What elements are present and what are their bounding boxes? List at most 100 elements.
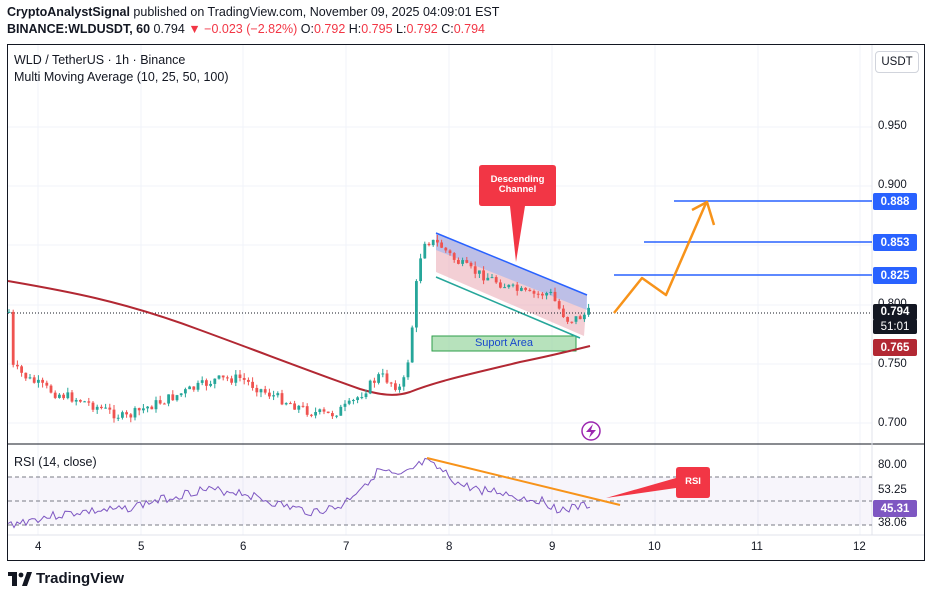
candle-63 bbox=[272, 390, 275, 401]
candle-105 bbox=[448, 249, 452, 256]
candle-117 bbox=[499, 279, 502, 289]
tradingview-logo[interactable]: TradingView bbox=[8, 570, 124, 587]
author-name[interactable]: CryptoAnalystSignal bbox=[7, 5, 130, 19]
candle-68 bbox=[293, 400, 296, 410]
time-tick: 4 bbox=[35, 541, 42, 553]
time-tick: 8 bbox=[446, 541, 453, 553]
chart-title[interactable]: WLD / TetherUS · 1h · Binance bbox=[14, 53, 186, 67]
candle-107 bbox=[457, 257, 460, 265]
candle-108 bbox=[461, 257, 464, 267]
candle-17 bbox=[79, 399, 82, 403]
chart-frame bbox=[7, 44, 925, 561]
candle-103 bbox=[440, 239, 443, 249]
descending-channel-text: Descending Channel bbox=[490, 174, 545, 195]
candle-16 bbox=[74, 397, 78, 406]
candle-42 bbox=[184, 387, 187, 398]
high-value: 0.795 bbox=[361, 22, 393, 36]
candle-10 bbox=[49, 384, 53, 394]
candle-91 bbox=[389, 381, 393, 387]
candle-31 bbox=[137, 407, 141, 416]
price-tick: 0.900 bbox=[878, 179, 907, 191]
candle-13 bbox=[62, 392, 65, 400]
candle-114 bbox=[486, 273, 490, 281]
price-label-825: 0.825 bbox=[873, 267, 917, 284]
candle-110 bbox=[469, 261, 473, 269]
candle-41 bbox=[179, 393, 183, 397]
candle-130 bbox=[553, 287, 557, 302]
indicator-legend[interactable]: Multi Moving Average (10, 25, 50, 100) bbox=[14, 70, 229, 84]
symbol: BINANCE:WLDUSDT, 60 bbox=[7, 22, 151, 36]
candle-73 bbox=[314, 407, 317, 419]
candle-27 bbox=[121, 410, 124, 420]
low-label: L: bbox=[396, 22, 407, 36]
price-label-current: 0.794 bbox=[873, 304, 917, 320]
time-tick: 10 bbox=[648, 541, 661, 553]
candle-77 bbox=[331, 410, 334, 419]
candle-35 bbox=[154, 396, 158, 413]
candle-96 bbox=[410, 325, 414, 363]
candle-131 bbox=[557, 299, 561, 310]
candle-125 bbox=[532, 289, 536, 298]
candle-79 bbox=[339, 404, 343, 416]
candle-50 bbox=[217, 375, 221, 380]
candle-44 bbox=[192, 386, 196, 392]
time-tick: 5 bbox=[138, 541, 145, 553]
candle-122 bbox=[520, 286, 523, 292]
channel-bottom-line bbox=[435, 276, 581, 339]
candle-92 bbox=[394, 380, 397, 392]
candle-52 bbox=[226, 375, 229, 382]
candle-101 bbox=[431, 239, 435, 247]
candle-111 bbox=[473, 261, 477, 279]
candlesticks[interactable] bbox=[7, 235, 590, 423]
candle-75 bbox=[322, 407, 326, 415]
rsi-legend[interactable]: RSI (14, close) bbox=[14, 455, 97, 469]
candle-106 bbox=[452, 252, 456, 263]
candle-86 bbox=[368, 379, 372, 395]
candle-59 bbox=[255, 384, 259, 397]
candle-93 bbox=[398, 383, 401, 393]
candle-121 bbox=[515, 281, 519, 296]
candle-134 bbox=[570, 321, 574, 324]
candle-32 bbox=[142, 404, 145, 414]
candle-29 bbox=[129, 413, 133, 423]
candle-81 bbox=[347, 398, 351, 406]
candle-82 bbox=[352, 398, 355, 405]
candle-61 bbox=[263, 385, 267, 395]
price-tick: 0.700 bbox=[878, 417, 907, 429]
candle-49 bbox=[213, 378, 217, 389]
candle-97 bbox=[415, 279, 418, 333]
candle-128 bbox=[545, 291, 548, 300]
price-tick: 0.750 bbox=[878, 358, 907, 370]
rsi-callout[interactable] bbox=[606, 467, 710, 498]
support-area[interactable] bbox=[431, 335, 577, 352]
candle-20 bbox=[91, 401, 95, 412]
candle-0 bbox=[7, 309, 11, 313]
time-tick: 12 bbox=[853, 541, 866, 553]
candle-116 bbox=[494, 275, 498, 284]
candle-22 bbox=[100, 404, 103, 410]
candle-127 bbox=[541, 291, 544, 300]
candle-119 bbox=[507, 284, 511, 289]
rsi-trend-line bbox=[426, 457, 621, 506]
candle-54 bbox=[234, 370, 238, 387]
candle-37 bbox=[163, 402, 166, 405]
candle-100 bbox=[427, 242, 431, 247]
candle-47 bbox=[205, 378, 208, 391]
candle-83 bbox=[356, 396, 359, 404]
high-label: H: bbox=[348, 22, 362, 36]
candle-102 bbox=[436, 235, 439, 247]
candle-70 bbox=[301, 402, 305, 408]
candle-3 bbox=[20, 364, 23, 377]
candle-133 bbox=[566, 316, 569, 325]
candle-46 bbox=[200, 376, 204, 386]
projection-arrowhead bbox=[691, 200, 716, 226]
currency-button[interactable]: USDT bbox=[875, 51, 919, 73]
lightning-icon[interactable] bbox=[581, 421, 601, 441]
rsi-tick-mid: 53.25 bbox=[878, 484, 907, 496]
candle-34 bbox=[150, 405, 154, 410]
candle-109 bbox=[465, 256, 469, 264]
candle-38 bbox=[167, 394, 170, 407]
candle-69 bbox=[297, 404, 301, 413]
descending-channel-callout[interactable] bbox=[479, 165, 556, 262]
